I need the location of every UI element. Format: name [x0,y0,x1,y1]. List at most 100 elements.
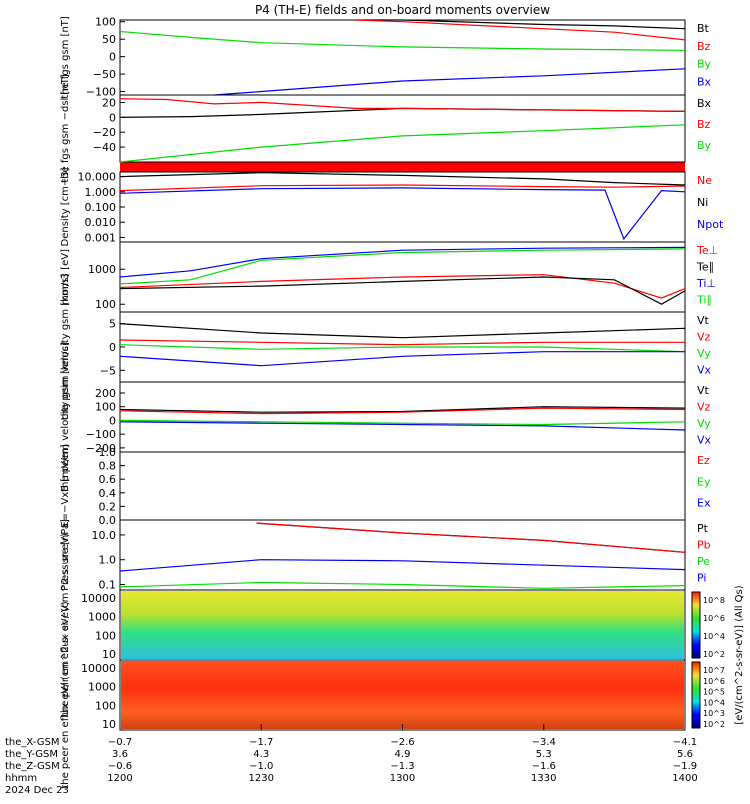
y-tick-label: 1.0 [99,554,117,567]
panel-frame [119,451,686,521]
panel-frame [119,94,686,163]
ephem-label-3: hhmm [5,773,37,784]
panel-peem_velocity: the peem velocity gsm [km/s] 2001000−100−… [60,342,712,492]
y-tick-label: 0.4 [99,487,117,500]
legend-Te⊥: Te⊥ [696,244,718,257]
y-tick-label: 10 [102,718,116,731]
plot-date: 2024 Dec 23 [5,785,69,796]
y-tick-label: 1000 [88,681,116,694]
legend-Vx: Vx [697,434,712,447]
legend-Vx: Vx [697,364,712,377]
legend-Vz: Vz [697,331,711,344]
ephem-value: −1.9 [673,761,697,772]
y-tick-label: −40 [93,141,116,154]
panel-pressure: Pressure [nPa] 10.0 1.0 0.1 Pt Pb Pe Pi [60,519,711,591]
ephem-label-1: the_Y-GSM [5,749,58,760]
legend-Ex: Ex [697,497,711,510]
ephem-value: −0.7 [108,737,132,748]
heatmap-fill [121,591,684,659]
series-line-Pi [119,559,686,572]
series-line-Ti∥ [119,248,686,285]
y-tick-label: 0.001 [85,231,117,244]
ephem-value: 5.3 [536,749,552,760]
ephem-value: 1330 [531,773,556,784]
panel-peer_spectrogram: the peer en eflux eV/ (cm^2-s- sr-eV) 100… [60,601,725,788]
legend-Pt: Pt [697,522,709,535]
y-tick-label: 100 [95,699,116,712]
series-line-Vy [119,344,686,353]
panel-ylabel: Density [cm−3] [60,167,71,246]
legend-Npot: Npot [697,218,724,231]
series-line-Pe [119,581,686,589]
legend-Ey: Ey [697,475,711,488]
colorbar-label: 10^6 [703,614,725,623]
legend-Ne: Ne [697,174,712,187]
series-line-Vx [119,421,686,431]
legend-Vy: Vy [697,347,711,360]
series-line-Bt [355,19,686,30]
y-tick-label: 0.6 [99,473,117,486]
panel-frame [119,519,686,591]
legend-Te∥: Te∥ [696,261,714,274]
panel-ylabel: E=−VxB [mV/m] [60,444,71,527]
legend-Bt: Bt [697,22,710,35]
colorbar-title: [eV/(cm^2-s-sr-eV)] (All Qs) [734,585,745,724]
series-line-Bx [119,107,686,118]
series-line-By [119,30,686,51]
y-tick-label: 10.0 [92,529,117,542]
y-tick-label: 0 [109,414,116,427]
colorbar-label: 10^5 [703,688,725,697]
y-tick-label: −200 [86,442,116,455]
y-tick-label: 100 [95,16,116,29]
legend-Ti∥: Ti∥ [696,294,712,307]
panel-ylabel: the peim velocity gsm [km/s] [60,274,71,421]
series-line-Pb [256,522,686,553]
ephem-label-0: the_X-GSM [5,737,59,748]
legend-Bx: Bx [697,75,712,88]
y-tick-label: 0.0 [99,514,117,527]
legend-Vy: Vy [697,417,711,430]
colorbar [691,591,701,659]
y-tick-label: 100 [95,401,116,414]
series-line-Vt [119,406,686,413]
heatmap-fill [121,661,684,729]
y-tick-label: 1000 [88,263,116,276]
series-line-Npot [119,187,686,241]
panel-density: Density [cm−3] 10.000 1.000 0.100 0.010 0.001… [60,167,724,246]
legend-Bz: Bz [697,118,711,131]
y-tick-label: 100 [95,298,116,311]
series-line-Te∥ [119,276,686,305]
colorbar-label: 10^2 [703,650,725,659]
event-bar [120,162,685,172]
y-tick-label: 5 [109,318,116,331]
plot-title: P4 (TH-E) fields and on-board moments ov… [255,3,550,17]
ephem-value: −4.1 [673,737,697,748]
y-tick-label: 1.0 [99,446,117,459]
y-tick-label: 0 [109,51,116,64]
legend-Pe: Pe [697,555,710,568]
ephem-value: −1.3 [390,761,414,772]
ephem-value: 3.6 [112,749,128,760]
y-tick-label: 10.000 [78,171,117,184]
ephem-value: −3.4 [532,737,556,748]
legend-Vt: Vt [697,314,710,327]
colorbar-label: 10^8 [703,596,725,605]
y-tick-label: −100 [86,86,116,99]
series-line-By [119,124,686,163]
y-tick-label: 1000 [88,611,116,624]
colorbar [691,661,701,729]
legend-Vt: Vt [697,384,710,397]
y-tick-label: 0.1 [99,579,117,592]
panel-peir_spectrogram: the peir en eflux eV/ (cm^2-s- sr-eV) 100… [60,533,725,717]
ephem-label-2: the_Z-GSM [5,761,60,772]
panel-ylabel: the fgs gsm −dsl [nT] [60,74,71,183]
y-tick-label: 0 [109,111,116,124]
panel-ylabel: the peir en eflux eV/ (cm^2-s- sr-eV) [60,533,71,717]
y-tick-label: −20 [93,126,116,139]
ephem-value: −1.7 [249,737,273,748]
panel-ylabel: the peer en eflux eV/ (cm^2-s- sr-eV) [60,601,71,788]
panel-peim_velocity: the peim velocity gsm [km/s] 5 0 −5 Vt Vz Vy Vx [60,274,712,421]
ephem-value: 5.6 [677,749,693,760]
y-tick-label: 0.8 [99,460,117,473]
colorbar-label: 10^2 [703,720,725,729]
